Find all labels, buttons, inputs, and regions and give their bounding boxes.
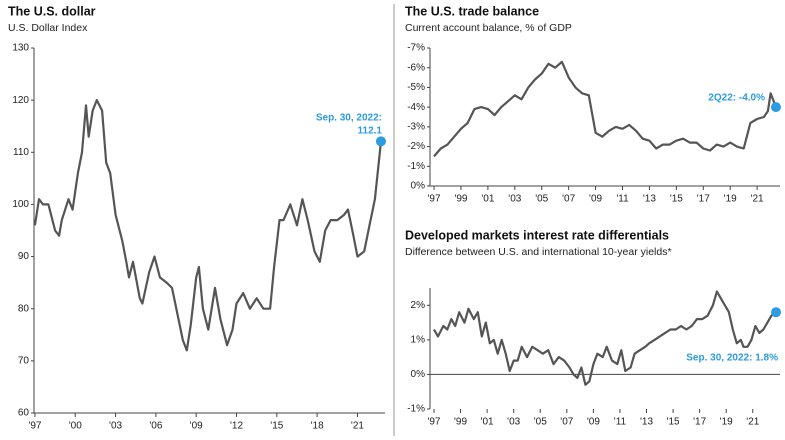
y-tick-label: 2% xyxy=(411,300,426,311)
y-tick-label: -3% xyxy=(407,121,425,132)
end-point xyxy=(375,136,386,147)
y-tick-label: -2% xyxy=(407,141,425,152)
y-tick-label: -4% xyxy=(407,102,425,113)
chart-title: The U.S. dollar xyxy=(8,4,96,18)
y-tick-label: -1% xyxy=(407,161,425,172)
y-tick-label: 130 xyxy=(12,43,29,54)
y-tick-label: -5% xyxy=(407,82,425,93)
chart-title: Developed markets interest rate differen… xyxy=(405,228,669,242)
y-tick-label: -7% xyxy=(407,43,425,54)
x-tick-label: '01 xyxy=(481,194,494,205)
x-tick-label: '18 xyxy=(311,421,324,432)
end-point xyxy=(770,102,781,113)
annotation: Sep. 30, 2022: 1.8% xyxy=(686,353,778,364)
x-tick-label: '06 xyxy=(149,421,162,432)
x-tick-label: '99 xyxy=(454,194,467,205)
x-tick-label: '09 xyxy=(190,421,203,432)
y-tick-label: 90 xyxy=(18,251,30,262)
x-tick-label: '07 xyxy=(562,194,575,205)
x-tick-label: '13 xyxy=(643,194,656,205)
x-tick-label: '03 xyxy=(508,194,521,205)
y-tick-label: -6% xyxy=(407,62,425,73)
x-tick-label: '12 xyxy=(230,421,243,432)
x-tick-label: '09 xyxy=(589,194,602,205)
end-point xyxy=(771,307,782,318)
data-line xyxy=(433,60,778,158)
chart-title: The U.S. trade balance xyxy=(405,4,539,18)
x-tick-label: '21 xyxy=(351,421,364,432)
x-tick-label: '11 xyxy=(616,194,629,205)
y-tick-label: 110 xyxy=(13,147,29,158)
x-tick-label: '00 xyxy=(69,421,82,432)
x-tick-label: '09 xyxy=(587,417,600,428)
chart-subtitle: Current account balance, % of GDP xyxy=(405,22,572,34)
x-tick-label: '19 xyxy=(720,417,733,428)
x-tick-label: '15 xyxy=(667,417,680,428)
y-tick-label: 0% xyxy=(411,369,426,380)
x-tick-label: '97 xyxy=(427,417,440,428)
y-tick-label: 120 xyxy=(12,95,29,106)
x-tick-label: '13 xyxy=(640,417,653,428)
chart-subtitle: U.S. Dollar Index xyxy=(8,22,88,34)
annotation: 112.1 xyxy=(358,126,383,137)
x-tick-label: '19 xyxy=(724,194,737,205)
x-tick-label: '05 xyxy=(535,194,548,205)
x-tick-label: '03 xyxy=(109,421,122,432)
y-tick-label: 70 xyxy=(18,355,30,366)
y-tick-label: 60 xyxy=(18,408,30,419)
y-tick-label: -1% xyxy=(407,404,425,415)
data-line xyxy=(433,290,777,386)
data-line xyxy=(33,99,383,352)
x-tick-label: '99 xyxy=(454,417,467,428)
annotation: 2Q22: -4.0% xyxy=(708,93,765,104)
x-tick-label: '07 xyxy=(560,417,573,428)
x-tick-label: '15 xyxy=(270,421,283,432)
chart-subtitle: Difference between U.S. and internationa… xyxy=(405,246,672,258)
x-tick-label: '97 xyxy=(428,194,441,205)
x-tick-label: '17 xyxy=(697,194,710,205)
x-tick-label: '15 xyxy=(670,194,683,205)
y-tick-label: 80 xyxy=(18,303,30,314)
x-tick-label: '21 xyxy=(751,194,764,205)
x-tick-label: '97 xyxy=(28,421,41,432)
x-tick-label: '01 xyxy=(481,417,494,428)
x-tick-label: '03 xyxy=(507,417,520,428)
y-tick-label: 0% xyxy=(411,181,426,192)
x-tick-label: '11 xyxy=(614,417,627,428)
x-tick-label: '21 xyxy=(746,417,759,428)
y-tick-label: 100 xyxy=(12,199,29,210)
y-tick-label: 1% xyxy=(411,334,426,345)
annotation: Sep. 30, 2022: xyxy=(316,113,382,124)
x-tick-label: '17 xyxy=(693,417,706,428)
x-tick-label: '05 xyxy=(534,417,547,428)
